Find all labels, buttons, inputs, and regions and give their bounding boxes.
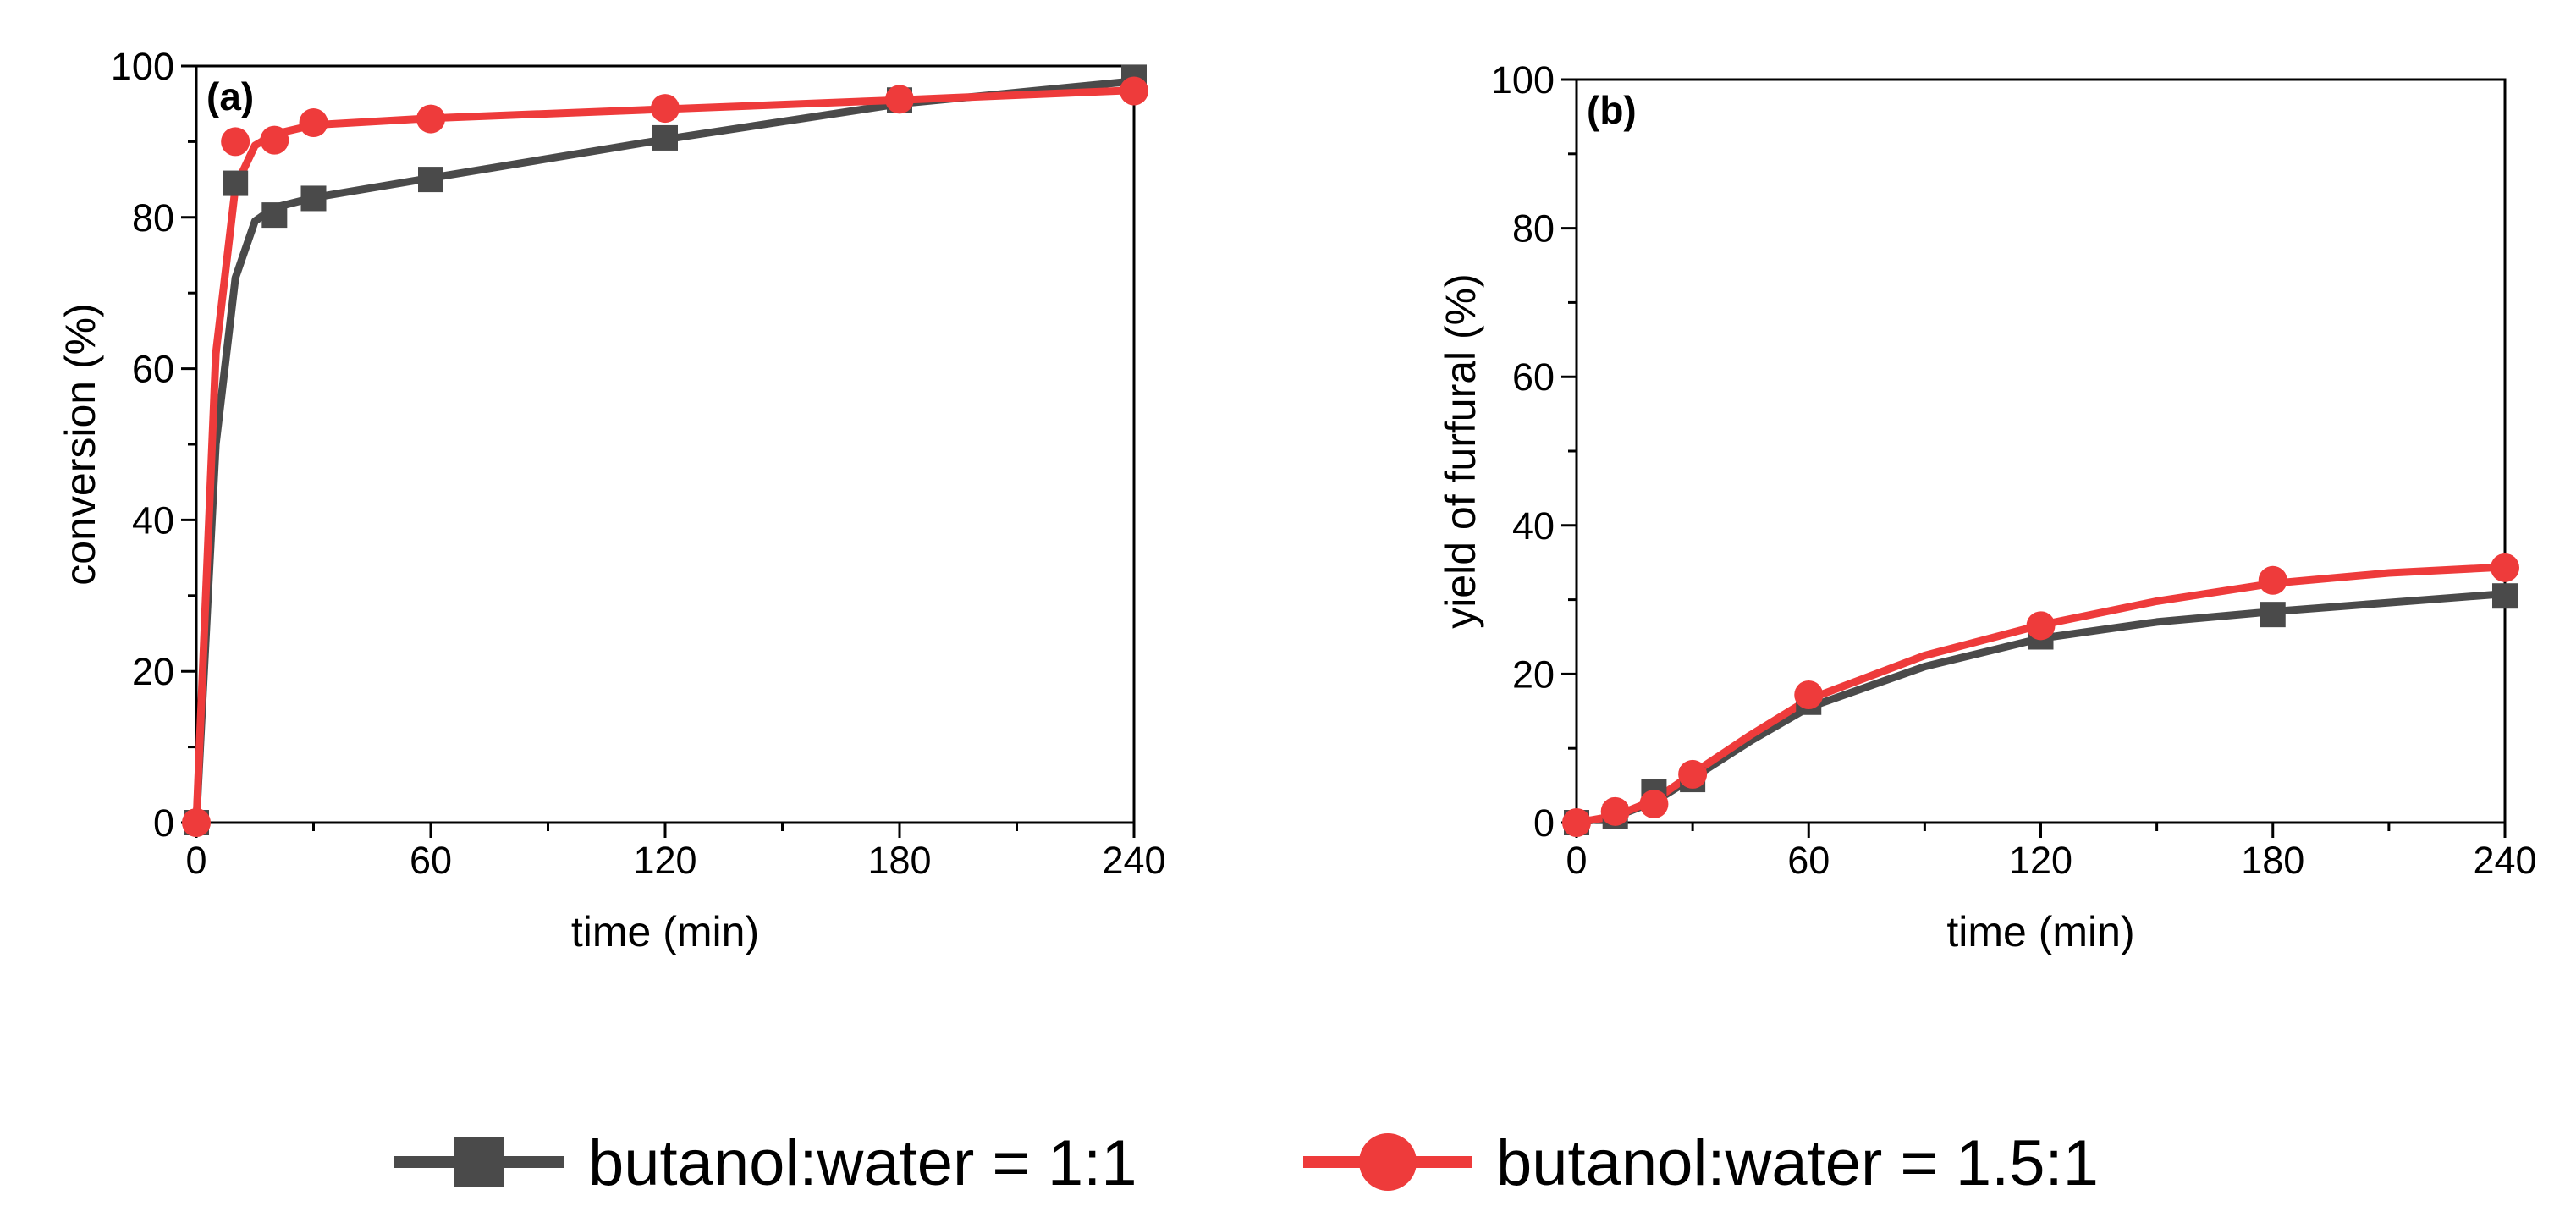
y-tick-label-b: 40 — [1512, 504, 1555, 548]
plot-frame-a — [195, 64, 1136, 824]
y-tick-label-a: 100 — [111, 45, 174, 88]
data-point-a-1 — [1120, 76, 1148, 106]
data-point-b-1 — [1794, 680, 1824, 709]
series-line-a-0 — [192, 77, 1138, 827]
data-point-a-1 — [416, 104, 445, 134]
x-tick-label-b: 240 — [2473, 839, 2536, 882]
y-axis-title-b: yield of furfural (%) — [1437, 273, 1484, 629]
legend-label-1: butanol:water = 1.5:1 — [1496, 1127, 2099, 1199]
data-point-b-1 — [1600, 796, 1630, 826]
x-tick-label-a: 120 — [633, 839, 696, 882]
data-point-b-1 — [2026, 611, 2056, 641]
x-tick-label-a: 180 — [867, 839, 931, 882]
y-tick-label-a: 80 — [132, 196, 174, 240]
data-point-a-0 — [261, 202, 288, 229]
x-tick-label-a: 240 — [1102, 839, 1165, 882]
data-point-a-1 — [651, 94, 680, 124]
data-point-a-0 — [652, 124, 678, 151]
y-tick-label-a: 40 — [132, 498, 174, 542]
data-point-b-0 — [2492, 583, 2518, 609]
data-point-b-1 — [1678, 759, 1708, 789]
y-tick-label-a: 20 — [132, 650, 174, 693]
y-tick-label-b: 20 — [1512, 653, 1555, 696]
x-tick-label-b: 60 — [1787, 839, 1830, 882]
panel-a-conversion: 0 60 120 180 240 0 20 40 60 80 100 time (min) conver… — [57, 45, 1166, 955]
data-point-b-1 — [2258, 565, 2287, 595]
panel-b-yield: 0 60 120 180 240 0 20 40 60 80 100 time (min) yield … — [1437, 58, 2537, 955]
data-point-a-1 — [299, 108, 328, 138]
x-tick-label-a: 0 — [185, 839, 206, 882]
y-tick-label-b: 100 — [1491, 58, 1555, 102]
y-axis-title-a: conversion (%) — [57, 303, 104, 585]
data-point-a-0 — [223, 170, 249, 196]
data-point-a-1 — [885, 85, 914, 114]
data-point-a-1 — [221, 127, 250, 157]
data-point-a-0 — [418, 167, 443, 193]
series-line-a-1 — [192, 86, 1138, 827]
legend-marker-circle-1 — [1359, 1133, 1417, 1191]
data-point-b-1 — [1639, 790, 1669, 819]
x-tick-label-b: 180 — [2241, 839, 2304, 882]
y-tick-label-b: 80 — [1512, 207, 1555, 251]
data-point-b-0 — [2260, 602, 2286, 628]
x-axis-title-a: time (min) — [571, 908, 759, 955]
x-tick-label-a: 60 — [410, 839, 452, 882]
legend-label-0: butanol:water = 1:1 — [588, 1127, 1137, 1199]
data-point-a-0 — [300, 185, 327, 212]
y-tick-label-b: 0 — [1533, 801, 1555, 845]
y-tick-label-a: 60 — [132, 348, 174, 391]
x-tick-label-b: 120 — [2009, 839, 2072, 882]
panel-label-a: (a) — [206, 74, 254, 118]
y-tick-label-a: 0 — [153, 801, 174, 845]
data-point-b-1 — [2491, 553, 2519, 582]
legend-marker-square-0 — [454, 1137, 504, 1187]
panel-label-b: (b) — [1587, 88, 1637, 132]
y-tick-label-b: 60 — [1512, 355, 1555, 399]
legend: butanol:water = 1:1 butanol:water = 1.5:1 — [394, 1127, 2099, 1199]
x-tick-label-b: 0 — [1566, 839, 1587, 882]
data-point-b-1 — [1562, 808, 1591, 837]
plot-frame-b — [1575, 78, 2507, 824]
x-axis-title-b: time (min) — [1946, 908, 2134, 955]
data-point-a-1 — [182, 808, 211, 837]
data-point-a-1 — [260, 125, 289, 155]
